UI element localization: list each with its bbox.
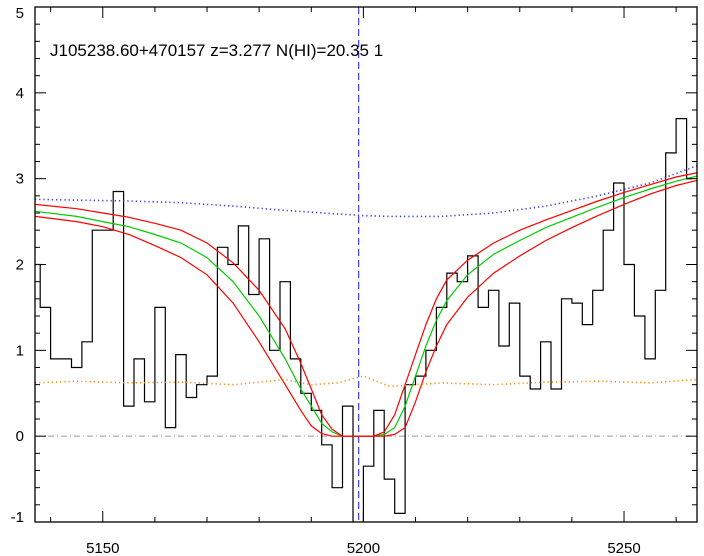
y-tick-label: 3 xyxy=(16,171,24,188)
y-tick-label: 1 xyxy=(16,342,24,359)
fit-lower-bound-line xyxy=(35,179,697,437)
plot-area xyxy=(35,7,697,522)
y-tick-label: 4 xyxy=(16,85,24,102)
y-tick-label: 2 xyxy=(16,257,24,274)
plot-frame xyxy=(34,6,698,523)
y-tick-label: -1 xyxy=(11,509,24,526)
x-tick-label: 5150 xyxy=(86,540,119,556)
y-tick-label: 0 xyxy=(16,428,24,445)
chart-title: J105238.60+470157 z=3.277 N(HI)=20.35 1 xyxy=(50,41,383,60)
y-tick-label: 5 xyxy=(16,5,24,22)
x-tick-label: 5200 xyxy=(347,540,380,556)
flux-spectrum-line xyxy=(35,118,692,522)
continuum-line xyxy=(35,165,697,218)
x-tick-label: 5250 xyxy=(607,540,640,556)
axes: 5150 5200 5250 -1 0 1 2 3 4 5 xyxy=(11,5,698,556)
